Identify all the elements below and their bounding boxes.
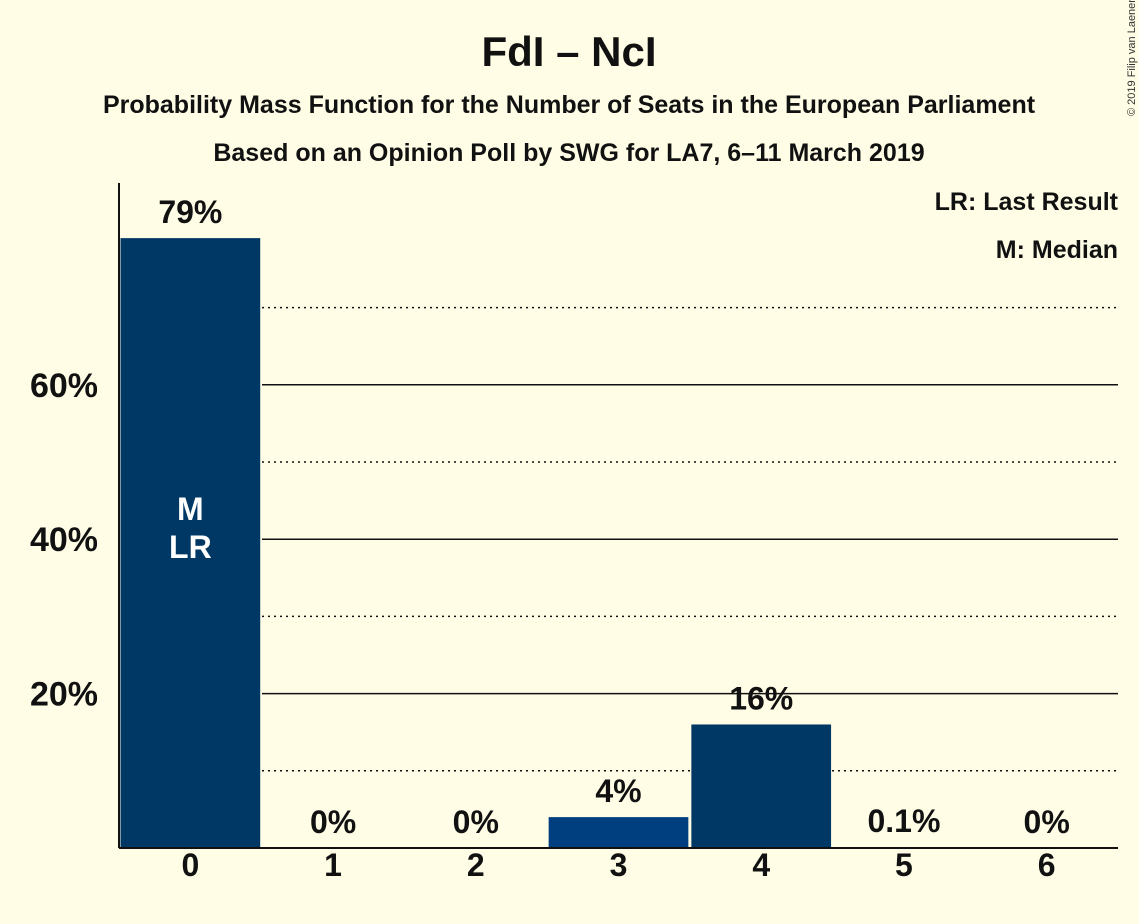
data-label-0: 79% <box>158 194 222 230</box>
y-tick-label: 40% <box>30 521 98 559</box>
data-label-1: 0% <box>310 804 356 840</box>
bars <box>120 238 974 848</box>
data-labels: 79% MLR 0% 0% 4% 16% 0.1% 0% <box>158 194 1069 840</box>
chart-title: FdI – NcI <box>481 28 656 75</box>
x-tick-label-6: 6 <box>1038 847 1056 883</box>
copyright-note: © 2019 Filip van Laenen <box>1126 0 1138 116</box>
data-label-2: 0% <box>453 804 499 840</box>
bar-0 <box>120 238 261 848</box>
data-label-4: 16% <box>729 680 793 716</box>
data-label-3: 4% <box>595 773 641 809</box>
chart-subtitle-2: Based on an Opinion Poll by SWG for LA7,… <box>213 139 924 167</box>
x-tick-label-2: 2 <box>467 847 485 883</box>
x-axis-ticks: 0 1 2 3 4 5 6 <box>181 847 1055 883</box>
chart-subtitle-1: Probability Mass Function for the Number… <box>103 91 1036 119</box>
x-tick-label-4: 4 <box>752 847 770 883</box>
x-tick-label-0: 0 <box>181 847 199 883</box>
bar-marker-lr: LR <box>169 529 212 565</box>
bar-marker-m: M <box>177 491 204 527</box>
data-label-6: 0% <box>1024 804 1070 840</box>
y-tick-label: 20% <box>30 676 98 714</box>
bar-4 <box>691 724 832 848</box>
data-label-5: 0.1% <box>867 803 940 839</box>
bar-3 <box>548 817 689 848</box>
legend-last-result: LR: Last Result <box>935 188 1119 216</box>
y-tick-label: 60% <box>30 367 98 405</box>
x-tick-label-1: 1 <box>324 847 342 883</box>
x-tick-label-3: 3 <box>610 847 628 883</box>
grid-lines <box>262 306 1118 772</box>
x-tick-label-5: 5 <box>895 847 913 883</box>
y-axis-ticks: 20% 40% 60% <box>30 367 98 714</box>
legend-median: M: Median <box>996 236 1118 264</box>
